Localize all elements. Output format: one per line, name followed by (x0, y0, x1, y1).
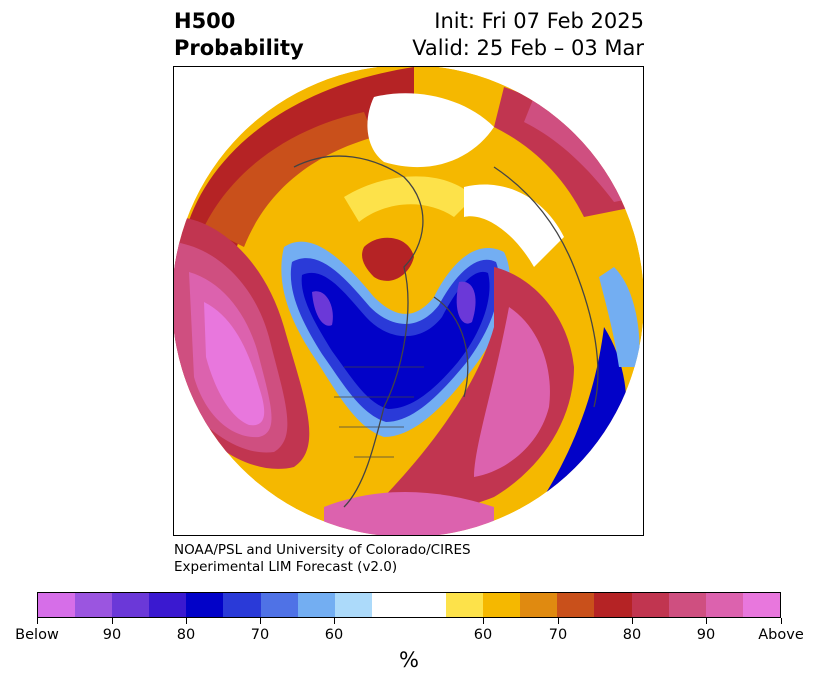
colorbar-swatch (557, 593, 595, 617)
region-europe-below-light (599, 267, 640, 367)
colorbar-tick-label: 80 (176, 627, 196, 643)
colorbar (37, 592, 781, 618)
colorbar-swatch (297, 593, 335, 617)
colorbar-swatch (408, 593, 447, 617)
region-siberia-neutral (464, 184, 564, 267)
colorbar-tick-label: 70 (548, 627, 568, 643)
colorbar-tick-label: Above (758, 627, 804, 643)
colorbar-tick (185, 618, 187, 624)
colorbar-swatch (371, 593, 409, 617)
valid-range-label: Valid: 25 Feb – 03 Mar (412, 36, 644, 60)
colorbar-swatch (742, 593, 780, 617)
region-subtropic-above (324, 492, 494, 535)
colorbar-tick-label: 60 (473, 627, 493, 643)
product-label: Probability (174, 36, 304, 60)
colorbar-swatch (112, 593, 150, 617)
colorbar-swatch (520, 593, 558, 617)
credit-line-2: Experimental LIM Forecast (v2.0) (174, 559, 398, 575)
coastline-outlines (293, 155, 599, 508)
colorbar-swatch (668, 593, 706, 617)
colorbar-swatch (483, 593, 521, 617)
colorbar-swatch (705, 593, 743, 617)
colorbar-tick-label: 70 (250, 627, 270, 643)
colorbar-swatch (260, 593, 298, 617)
colorbar-swatch (186, 593, 224, 617)
colorbar-tick-label: 90 (102, 627, 122, 643)
colorbar-swatch (38, 593, 76, 617)
colorbar-tick-label: 80 (622, 627, 642, 643)
colorbar-tick (631, 618, 633, 624)
region-pacific-above-max (204, 302, 265, 426)
colorbar-tick (111, 618, 113, 624)
colorbar-tick (36, 618, 38, 624)
colorbar-tick (259, 618, 261, 624)
chart-title-variable-block: H500 Probability (174, 8, 304, 62)
credit-block: NOAA/PSL and University of Colorado/CIRE… (174, 542, 471, 576)
colorbar-tick-label: 60 (324, 627, 344, 643)
credit-line-1: NOAA/PSL and University of Colorado/CIRE… (174, 542, 471, 558)
colorbar-tick-label: 90 (696, 627, 716, 643)
colorbar-swatch (334, 593, 372, 617)
region-arctic-ridge (362, 237, 414, 281)
political-borders (334, 366, 424, 458)
region-atlantic-above-2 (474, 307, 550, 477)
colorbar-tick (482, 618, 484, 624)
polar-projection-map (174, 67, 643, 535)
colorbar-swatch (223, 593, 261, 617)
region-arctic-yellow (344, 176, 474, 222)
colorbar-tick (780, 618, 782, 624)
region-nw-orange (204, 112, 374, 247)
colorbar-swatch (446, 593, 484, 617)
colorbar-tick (333, 618, 335, 624)
colorbar-swatch (149, 593, 187, 617)
colorbar-swatch (594, 593, 632, 617)
region-trough-core-east (456, 281, 476, 324)
chart-title-dates-block: Init: Fri 07 Feb 2025 Valid: 25 Feb – 03… (412, 8, 644, 62)
colorbar-swatch (631, 593, 669, 617)
colorbar-swatch (75, 593, 113, 617)
variable-label: H500 (174, 9, 236, 33)
region-trough-core-west (312, 291, 333, 326)
region-trough-inner (301, 271, 490, 409)
colorbar-tick (557, 618, 559, 624)
colorbar-tick (705, 618, 707, 624)
region-arctic-neutral (367, 93, 494, 168)
init-date-label: Init: Fri 07 Feb 2025 (434, 9, 644, 33)
colorbar-tick-label: Below (15, 627, 59, 643)
probability-map (173, 66, 644, 536)
colorbar-unit-label: % (399, 648, 419, 672)
